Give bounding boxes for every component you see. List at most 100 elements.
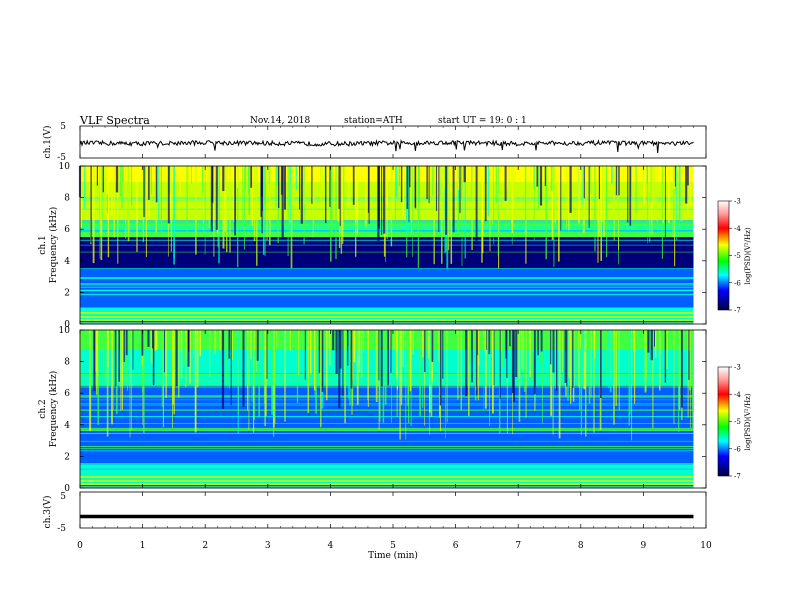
- time-tick-label: 7: [515, 541, 521, 551]
- time-tick-label: 9: [641, 541, 647, 551]
- time-axis-label: Time (min): [368, 550, 418, 561]
- ch1-colorbar-label: log(PSD)(V²/Hz): [744, 227, 752, 284]
- colorbar-tick-label: -4: [734, 225, 741, 233]
- spectrogram-row: [80, 412, 694, 418]
- spectrogram-row: [80, 237, 694, 242]
- spectrogram-row: [80, 480, 694, 485]
- time-tick-label: 6: [453, 541, 459, 551]
- time-tick-label: 10: [700, 541, 712, 551]
- ch1-colorbar-ticks: -3 -4 -5 -6 -7: [729, 198, 741, 315]
- start-time-label: start UT = 19: 0 : 1: [438, 116, 527, 126]
- frequency-tick-label: 0: [64, 320, 70, 330]
- time-tick-label: 8: [578, 541, 584, 551]
- spectrogram-row: [80, 272, 694, 278]
- ch2-spectrogram-yticks: 10 8 6 4 2 0: [59, 326, 706, 494]
- time-tick-label: 2: [202, 541, 208, 551]
- figure-title: VLF Spectra: [79, 114, 150, 127]
- colorbar-tick-label: -5: [734, 418, 741, 426]
- colorbar-tick-label: -7: [734, 307, 741, 315]
- ch1-spectrogram-channel-label: ch.1: [38, 235, 48, 254]
- frequency-tick-label: 10: [59, 162, 71, 172]
- spectrogram-row: [80, 316, 694, 321]
- spectrogram-row: [80, 405, 694, 410]
- spectrogram-row: [80, 460, 694, 465]
- spectrogram-row: [80, 432, 694, 438]
- spectrogram-row: [80, 484, 694, 489]
- spectrogram-row: [80, 252, 694, 258]
- ch1-spectrogram-ylabel: Frequency (kHz): [48, 207, 59, 284]
- ch1-spectrogram-image: [78, 166, 694, 325]
- spectrogram-row: [80, 245, 694, 250]
- spectrogram-row: [80, 416, 694, 422]
- ch3-waveform-frame: [79, 491, 707, 529]
- ch3-waveform-panel: 5 -5 ch.3(V): [42, 491, 707, 534]
- spectrogram-row: [80, 389, 694, 394]
- spectrogram-row: [80, 341, 694, 347]
- colorbar-tick-label: -6: [734, 445, 741, 453]
- spectrogram-row: [80, 361, 694, 367]
- spectrogram-row: [80, 296, 694, 301]
- spectrogram-row: [80, 337, 694, 343]
- colorbar-tick-label: -5: [734, 252, 741, 260]
- time-tick-label: 0: [77, 541, 83, 551]
- ch3-ytick-top: 5: [60, 492, 66, 502]
- ch3-ytick-bottom: -5: [57, 524, 66, 534]
- spectrogram-row: [80, 256, 694, 262]
- station-label: station=ATH: [344, 116, 403, 126]
- time-tick-label: 5: [390, 541, 396, 551]
- ch1-ytick-bottom: -5: [57, 153, 66, 163]
- spectrogram-row: [80, 365, 694, 371]
- ch1-waveform-trace: [79, 138, 694, 153]
- colorbar-tick-label: -4: [734, 391, 741, 399]
- spectrogram-row: [80, 369, 694, 374]
- spectrogram-row: [80, 333, 694, 339]
- frequency-tick-label: 4: [64, 257, 70, 267]
- spectrogram-row: [80, 424, 694, 430]
- spectrogram-row: [80, 312, 694, 317]
- frequency-tick-label: 6: [64, 225, 70, 235]
- time-tick-label: 4: [328, 541, 334, 551]
- spectrogram-row: [80, 373, 694, 378]
- colorbar-tick-label: -3: [734, 364, 741, 372]
- ch1-colorbar: -3 -4 -5 -6 -7 log(PSD)(V²/Hz): [717, 198, 752, 315]
- frequency-tick-label: 2: [64, 452, 70, 462]
- ch1-spectrogram-yticks: 10 8 6 4 2 0: [59, 162, 706, 330]
- spectrogram-row: [80, 452, 694, 457]
- colorbar-tick-label: -3: [734, 198, 741, 206]
- spectrogram-row: [80, 357, 694, 363]
- frequency-tick-label: 8: [64, 358, 70, 368]
- spectrogram-row: [80, 280, 694, 286]
- ch2-spectrogram-channel-label: ch.2: [38, 399, 48, 418]
- spectrogram-row: [80, 330, 694, 335]
- ch1-colorbar-gradient: [717, 200, 730, 311]
- ch2-spectrogram-ylabel: Frequency (kHz): [48, 371, 59, 448]
- date-label: Nov.14, 2018: [250, 116, 311, 126]
- ch1-ytick-top: 5: [60, 122, 66, 132]
- spectrogram-row: [80, 268, 694, 274]
- frequency-tick-label: 10: [59, 326, 71, 336]
- colorbar-tick-label: -6: [734, 279, 741, 287]
- ch1-spectrogram-panel: 10 8 6 4 2 0 ch.1 Frequency (kHz): [38, 162, 707, 330]
- frequency-tick-label: 2: [64, 288, 70, 298]
- spectrogram-row: [80, 409, 694, 414]
- spectrogram-row: [80, 304, 694, 309]
- spectrogram-row: [80, 436, 694, 442]
- spectrogram-row: [80, 308, 694, 313]
- spectrogram-row: [80, 397, 694, 402]
- ch3-waveform-ylabel: ch.3(V): [42, 496, 53, 529]
- spectrogram-row: [80, 428, 694, 434]
- spectrogram-row: [80, 260, 694, 266]
- spectrogram-row: [80, 464, 694, 469]
- frequency-tick-label: 6: [64, 389, 70, 399]
- spectrogram-row: [80, 377, 694, 382]
- spectrogram-row: [80, 248, 694, 254]
- frequency-tick-label: 4: [64, 421, 70, 431]
- time-tick-label: 1: [140, 541, 146, 551]
- time-tick-label: 3: [265, 541, 271, 551]
- ch1-waveform-panel: 5 -5 ch.1(V): [42, 122, 707, 163]
- ch2-spectrogram-image: [79, 330, 694, 489]
- colorbar-tick-label: -7: [734, 473, 741, 481]
- spectrogram-row: [80, 349, 694, 355]
